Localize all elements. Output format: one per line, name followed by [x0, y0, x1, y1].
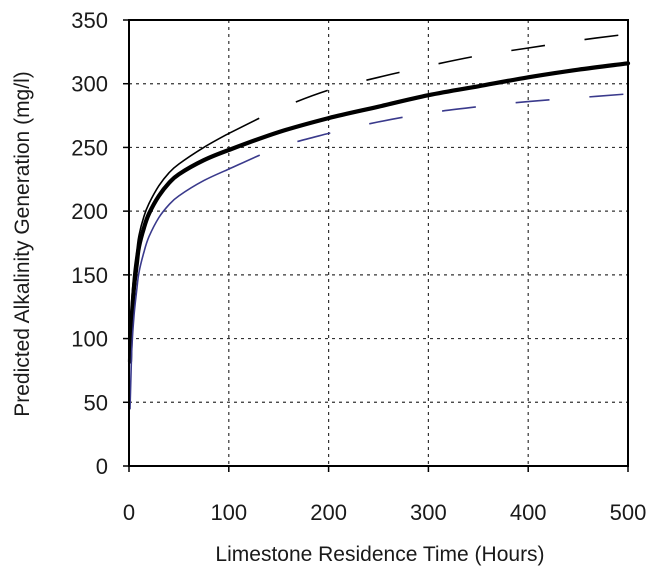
series-group [127, 33, 631, 410]
grid [129, 20, 628, 466]
x-tick-label: 100 [210, 500, 247, 525]
y-tick-label: 200 [71, 199, 108, 224]
series-line-2-solid-part [129, 168, 230, 410]
x-tick-label: 0 [123, 500, 135, 525]
x-tick-label: 300 [410, 500, 447, 525]
y-tick-label: 250 [71, 135, 108, 160]
x-axis-ticks: 0 100 200 300 400 500 [123, 466, 646, 525]
y-tick-label: 100 [71, 327, 108, 352]
y-tick-label: 350 [71, 8, 108, 33]
x-tick-label: 400 [510, 500, 547, 525]
y-tick-label: 50 [84, 390, 108, 415]
y-axis-title: Predicted Alkalinity Generation (mg/l) [11, 71, 34, 417]
series-line-1-solid-part [129, 132, 230, 346]
y-tick-label: 0 [96, 454, 108, 479]
plot-frame [128, 19, 629, 467]
y-tick-label: 300 [71, 72, 108, 97]
y-tick-label: 150 [71, 263, 108, 288]
x-tick-label: 500 [610, 500, 647, 525]
series-line-0 [127, 61, 631, 364]
x-tick-label: 200 [310, 500, 347, 525]
x-axis-title: Limestone Residence Time (Hours) [215, 543, 544, 566]
y-axis-ticks: 0 50 100 150 200 250 300 350 [71, 8, 129, 479]
